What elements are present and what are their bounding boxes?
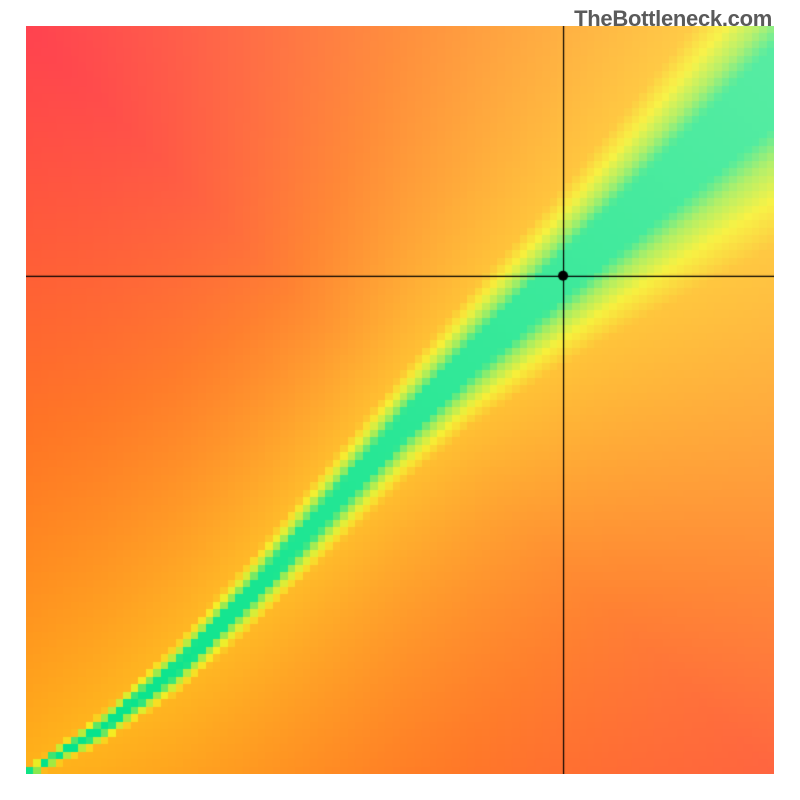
- watermark-text: TheBottleneck.com: [574, 6, 772, 32]
- heatmap-canvas: [26, 26, 774, 774]
- bottleneck-heatmap: [26, 26, 774, 774]
